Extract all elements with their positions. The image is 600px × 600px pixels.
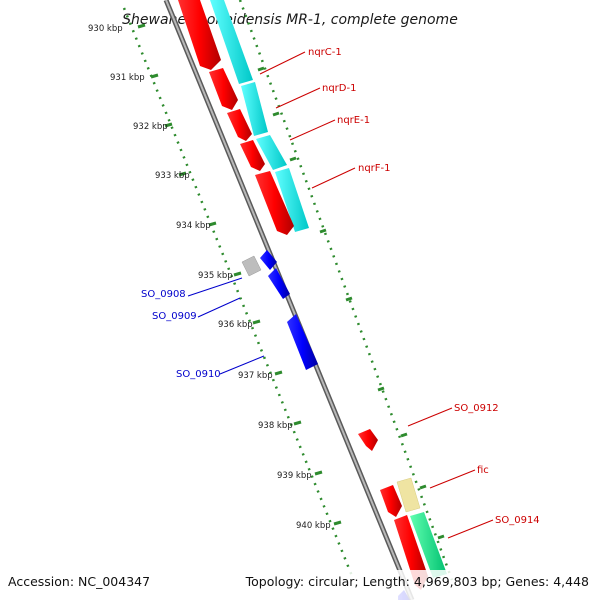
gene-callouts-right[interactable]: nqrC-1 nqrD-1 nqrE-1 nqrF-1 SO_0912 fic … — [259, 47, 540, 539]
gene-arrow-so0908 — [260, 250, 277, 270]
tick-labels: 930 kbp 931 kbp 932 kbp 933 kbp 934 kbp … — [88, 24, 331, 531]
feature-track-outer — [210, 0, 447, 578]
gene-arrow-so0912 — [358, 429, 378, 451]
gene-arrow-nqrC — [209, 68, 238, 110]
tick-label-934: 934 kbp — [176, 221, 211, 231]
tick-label-939: 939 kbp — [277, 471, 312, 481]
tick-label-931: 931 kbp — [110, 73, 145, 83]
footer: Accession: NC_004347 Topology: circular;… — [0, 570, 600, 600]
gene-arrow-fic — [380, 485, 402, 517]
tick-label-933: 933 kbp — [155, 171, 190, 181]
tick-label-930: 930 kbp — [88, 24, 123, 34]
green-feature-1 — [410, 512, 447, 578]
forward-genes[interactable] — [178, 0, 428, 590]
genome-backbone — [163, 0, 415, 600]
accession-text: Accession: NC_004347 — [8, 574, 150, 589]
gene-label-nqrC-1: nqrC-1 — [308, 47, 342, 58]
cyan-feature-2 — [241, 82, 268, 136]
gray-feature — [241, 255, 262, 277]
cyan-feature-4 — [275, 168, 309, 232]
topology-text: Topology: circular; Length: 4,969,803 bp… — [245, 574, 589, 589]
tick-marks — [137, 23, 342, 526]
tick-label-936: 936 kbp — [218, 320, 253, 330]
reverse-genes[interactable] — [241, 250, 410, 600]
tick-label-937: 937 kbp — [238, 371, 273, 381]
yellow-feature-1 — [396, 477, 421, 513]
gene-arrow-nqrB — [178, 0, 221, 70]
gene-label-so0914: SO_0914 — [495, 515, 540, 526]
gene-arrow-nqrE — [240, 140, 265, 171]
gene-label-nqrF-1: nqrF-1 — [358, 163, 391, 174]
gene-label-so0909: SO_0909 — [152, 311, 197, 322]
gene-arrow-nqrF — [255, 171, 294, 235]
gene-label-nqrD-1: nqrD-1 — [322, 83, 356, 94]
tick-label-940: 940 kbp — [296, 521, 331, 531]
gene-label-so0908: SO_0908 — [141, 289, 186, 300]
tick-label-935: 935 kbp — [198, 271, 233, 281]
cyan-feature-3 — [256, 135, 287, 170]
gene-label-so0912: SO_0912 — [454, 403, 499, 414]
gene-arrow-so0910 — [287, 314, 318, 370]
gene-label-so0910: SO_0910 — [176, 369, 221, 380]
gene-arrow-nqrD — [227, 109, 252, 141]
gene-callouts-left[interactable]: SO_0908 SO_0909 SO_0910 — [141, 277, 265, 380]
tick-marks-inner — [257, 66, 445, 540]
gene-arrow-so0909 — [268, 268, 290, 299]
cyan-feature-1 — [210, 0, 253, 84]
tick-label-938: 938 kbp — [258, 421, 293, 431]
gene-label-nqrE-1: nqrE-1 — [337, 115, 370, 126]
tick-label-932: 932 kbp — [133, 122, 168, 132]
gene-label-fic: fic — [477, 465, 489, 476]
